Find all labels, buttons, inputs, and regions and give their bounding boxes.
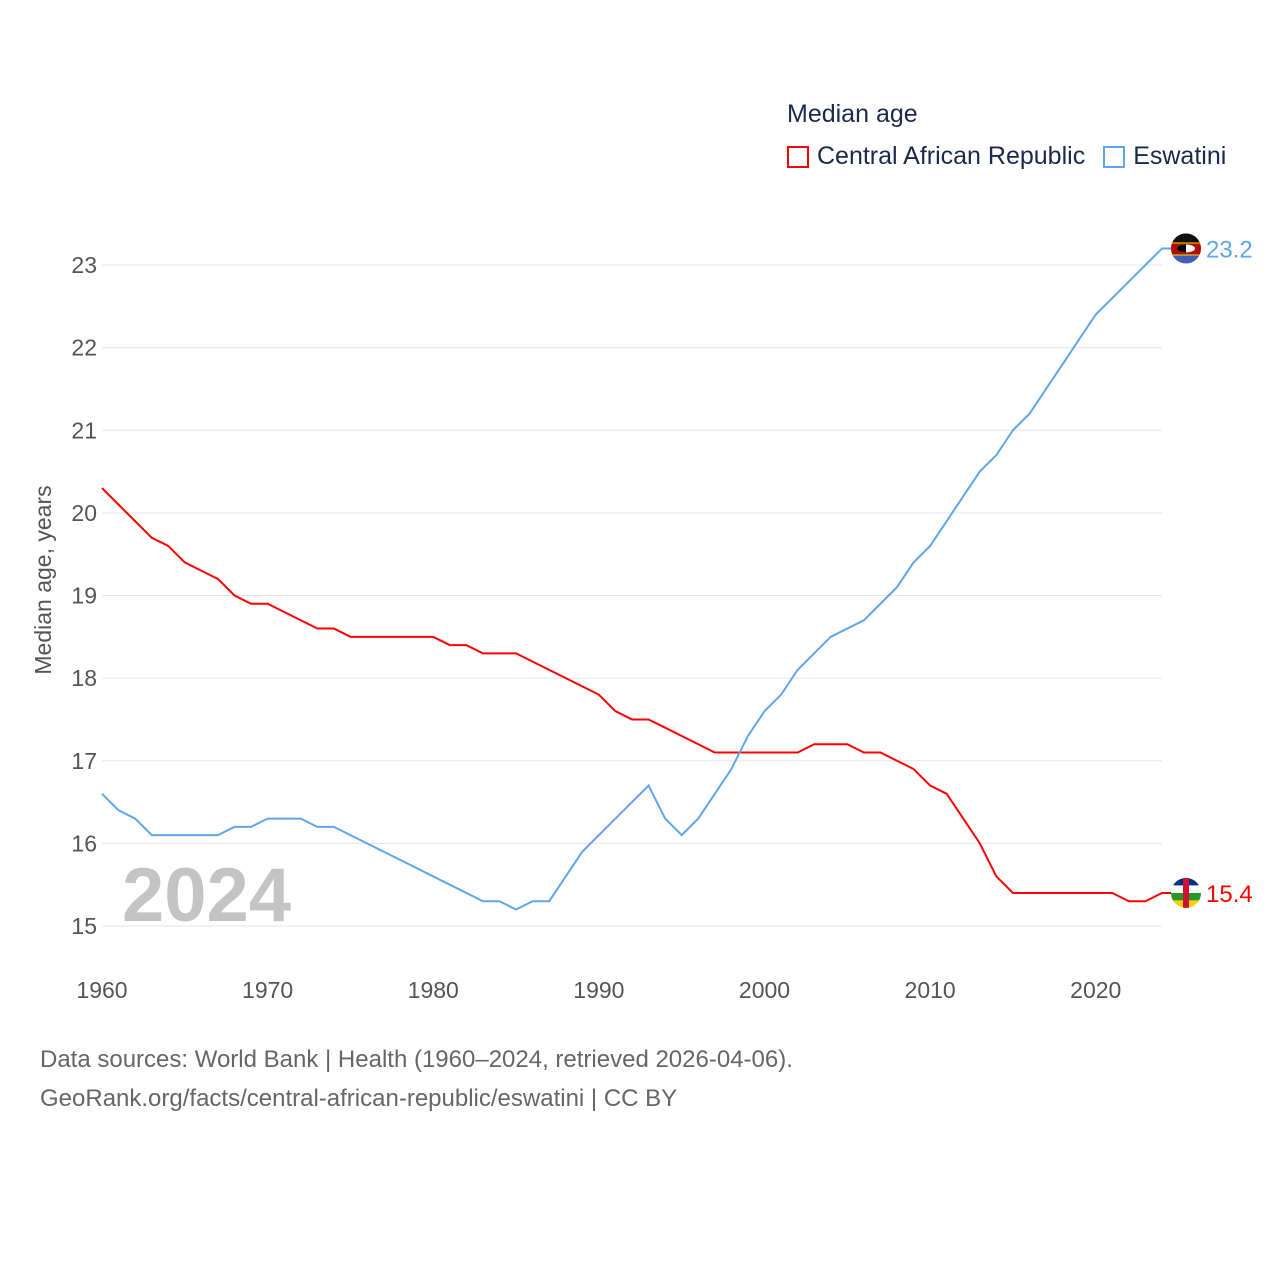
y-axis-label: Median age, years: [30, 485, 56, 674]
y-tick-label: 21: [71, 417, 97, 443]
series-line-eswatini[interactable]: [101, 247, 1174, 911]
y-tick-label: 16: [71, 830, 97, 856]
y-tick-label: 15: [71, 913, 97, 939]
x-tick-label: 1990: [573, 977, 624, 1003]
series-line-car[interactable]: [101, 487, 1174, 903]
x-tick-label: 2010: [905, 977, 956, 1003]
footer-sources: Data sources: World Bank | Health (1960–…: [40, 1046, 793, 1073]
y-tick-label: 23: [71, 252, 97, 278]
x-tick-label: 1980: [408, 977, 459, 1003]
x-tick-label: 2020: [1070, 977, 1121, 1003]
legend-swatch-eswatini[interactable]: [1103, 145, 1126, 168]
legend-swatch-car[interactable]: [787, 145, 809, 168]
legend-label-eswatini[interactable]: Eswatini: [1133, 142, 1227, 170]
x-tick-label: 1970: [242, 977, 293, 1003]
legend: Central African Republic Eswatini: [787, 142, 1226, 171]
footer-attribution[interactable]: GeoRank.org/facts/central-african-republ…: [40, 1085, 678, 1112]
end-value-label: 23.2: [1206, 236, 1253, 263]
x-tick-label: 2000: [739, 977, 790, 1003]
eswatini-flag-icon: [1171, 233, 1201, 264]
year-watermark: 2024: [122, 853, 291, 938]
y-tick-label: 17: [71, 748, 97, 774]
y-tick-label: 22: [71, 335, 97, 361]
y-tick-label: 19: [71, 583, 97, 609]
end-value-label: 15.4: [1206, 881, 1253, 908]
legend-label-car[interactable]: Central African Republic: [817, 142, 1086, 170]
y-tick-label: 18: [71, 665, 97, 691]
y-tick-label: 20: [71, 500, 97, 526]
x-tick-label: 1960: [76, 977, 127, 1003]
car-flag-icon: [1171, 877, 1201, 908]
legend-title: Median age: [787, 100, 918, 128]
